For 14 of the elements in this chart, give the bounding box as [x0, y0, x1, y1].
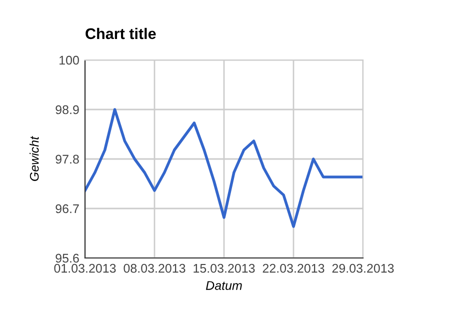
y-tick-label: 98.9: [56, 105, 79, 114]
x-tick-label: 01.03.2013: [54, 264, 116, 273]
x-tick-label: 29.03.2013: [332, 264, 394, 273]
chart-title: Chart title: [86, 28, 156, 40]
x-tick-label: 08.03.2013: [124, 264, 186, 273]
y-tick-label: 95.6: [56, 254, 79, 263]
line-series: [85, 108, 363, 228]
y-axis-title: Gewicht: [30, 136, 39, 181]
y-tick-label: 97.8: [56, 154, 79, 164]
x-tick-label: 15.03.2013: [194, 264, 255, 273]
y-tick-label: 96.7: [56, 204, 79, 214]
x-axis-title: Datum: [206, 281, 242, 290]
y-tick-label: 100: [60, 56, 79, 65]
x-tick-label: 22.03.2013: [262, 264, 324, 273]
